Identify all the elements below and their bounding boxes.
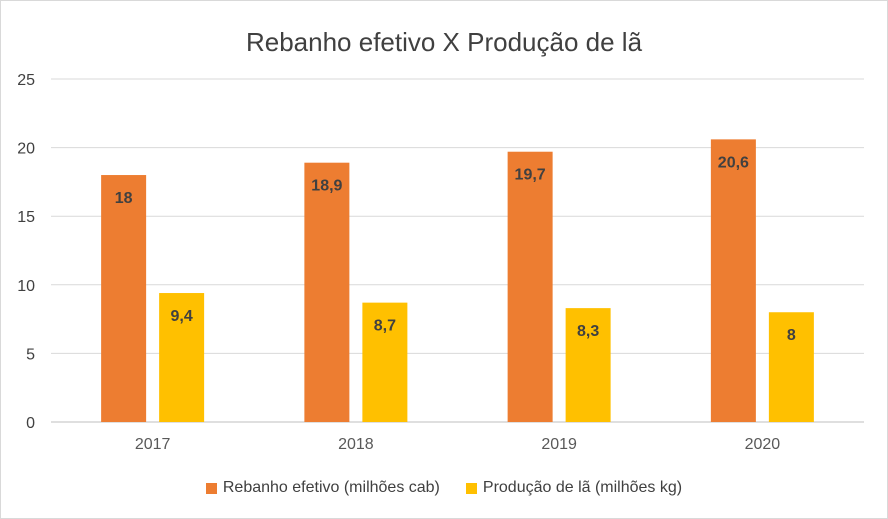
y-tick-label: 20 [17,141,35,158]
bar [507,151,553,422]
y-tick-label: 15 [17,209,35,226]
y-tick-label: 0 [26,415,35,432]
bar [101,175,147,422]
bar-chart: 0 5 10 15 20 25 18 9,4 2017 18,9 8,7 2018 19,7 8,3 201… [17,72,864,453]
legend-swatch-producao [465,482,477,494]
bar [159,293,205,422]
x-tick-label: 2020 [745,436,781,453]
bar [304,162,350,422]
legend-item-rebanho: Rebanho efetivo (milhões cab) [205,479,440,497]
data-label: 18 [115,190,133,207]
x-tick-label: 2017 [135,436,171,453]
data-label: 20,6 [718,154,749,171]
y-tick-label: 5 [26,346,35,363]
bar [768,312,814,422]
data-label: 9,4 [171,308,193,325]
legend-item-producao: Produção de lã (milhões kg) [465,479,683,497]
chart-title: Rebanho efetivo X Produção de lã [245,27,643,57]
legend-label-rebanho: Rebanho efetivo (milhões cab) [222,479,440,496]
data-label: 8,7 [374,318,396,335]
data-label: 19,7 [515,167,546,184]
bar [710,139,756,423]
data-label: 8,3 [577,323,599,340]
data-label: 18,9 [311,178,342,195]
legend-swatch-rebanho [205,482,217,494]
data-label: 8 [787,327,796,344]
x-tick-label: 2019 [541,436,577,453]
legend-label-producao: Produção de lã (milhões kg) [482,479,683,496]
legend: Rebanho efetivo (milhões cab) Produção d… [1,479,887,497]
bar [565,308,611,422]
y-tick-label: 25 [17,72,35,89]
x-tick-label: 2018 [338,436,374,453]
bar [362,302,408,422]
y-tick-label: 10 [17,278,35,295]
